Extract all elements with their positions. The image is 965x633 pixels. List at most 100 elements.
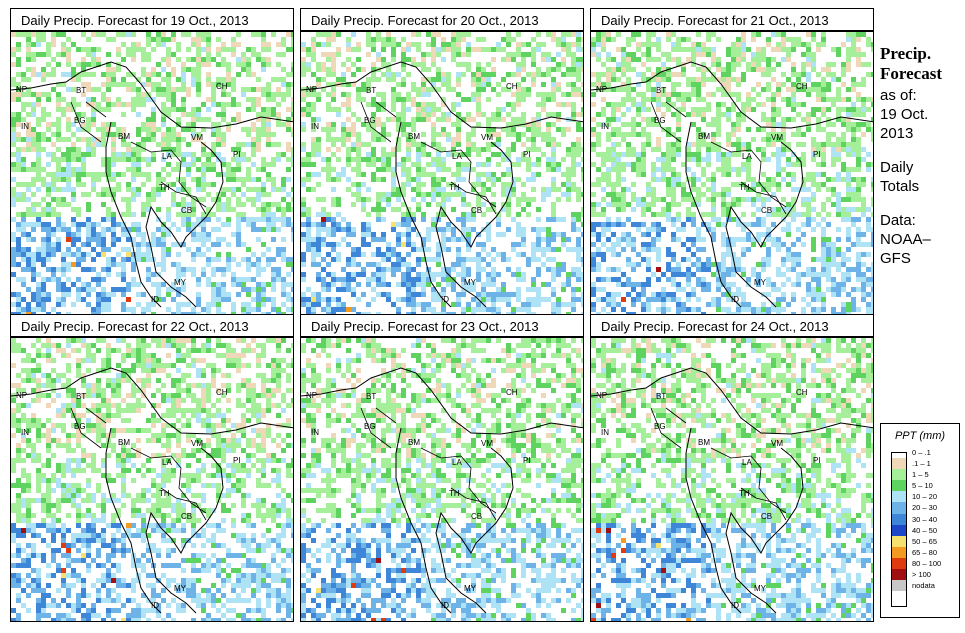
precip-cell <box>291 132 293 137</box>
precip-cell <box>211 302 216 307</box>
precip-cell <box>656 257 661 262</box>
precip-cell <box>686 177 691 182</box>
precip-cell <box>731 107 736 112</box>
precip-cell <box>661 67 666 72</box>
precip-cell <box>211 282 216 287</box>
precip-cell <box>606 72 611 77</box>
precip-cell <box>421 277 426 282</box>
precip-cell <box>626 132 631 137</box>
precip-cell <box>66 107 71 112</box>
precip-cell <box>326 297 331 302</box>
precip-cell <box>666 32 671 37</box>
precip-cell <box>616 267 621 272</box>
precip-cell <box>846 217 851 222</box>
precip-cell <box>466 257 471 262</box>
precip-cell <box>821 232 826 237</box>
precip-cell <box>136 172 141 177</box>
precip-cell <box>36 212 41 217</box>
precip-cell <box>811 157 816 162</box>
precip-cell <box>271 287 276 292</box>
precip-cell <box>241 67 246 72</box>
precip-cell <box>266 87 271 92</box>
precip-cell <box>741 42 746 47</box>
precip-cell <box>421 167 426 172</box>
precip-cell <box>201 232 206 237</box>
precip-cell <box>451 207 456 212</box>
precip-cell <box>651 172 656 177</box>
precip-cell <box>776 267 781 272</box>
precip-cell <box>281 42 286 47</box>
precip-cell <box>486 97 491 102</box>
precip-cell <box>136 292 141 297</box>
precip-cell <box>621 247 626 252</box>
precip-cell <box>701 107 706 112</box>
precip-cell <box>131 87 136 92</box>
precip-cell <box>281 182 286 187</box>
precip-cell <box>741 102 746 107</box>
precip-cell <box>511 162 516 167</box>
precip-cell <box>466 132 471 137</box>
precip-cell <box>71 107 76 112</box>
precip-cell <box>746 197 751 202</box>
precip-cell <box>436 157 441 162</box>
precip-cell <box>181 102 186 107</box>
precip-cell <box>536 267 541 272</box>
precip-cell <box>136 132 141 137</box>
precip-cell <box>816 122 821 127</box>
precip-cell <box>501 252 506 257</box>
precip-cell <box>66 227 71 232</box>
precip-cell <box>271 32 276 37</box>
precip-cell <box>431 62 436 67</box>
precip-cell <box>106 192 111 197</box>
precip-cell <box>466 267 471 272</box>
precip-cell <box>311 262 316 267</box>
precip-cell <box>266 127 271 132</box>
precip-cell <box>226 102 231 107</box>
precip-cell <box>536 297 541 302</box>
precip-cell <box>841 257 846 262</box>
precip-cell <box>621 197 626 202</box>
precip-cell <box>571 92 576 97</box>
precip-cell <box>731 42 736 47</box>
precip-cell <box>431 142 436 147</box>
precip-cell <box>471 257 476 262</box>
precip-cell <box>276 87 281 92</box>
precip-cell <box>321 287 326 292</box>
precip-cell <box>16 192 21 197</box>
precip-cell <box>776 87 781 92</box>
precip-cell <box>161 122 166 127</box>
precip-cell <box>226 257 231 262</box>
precip-cell <box>276 122 281 127</box>
precip-cell <box>541 97 546 102</box>
precip-cell <box>216 77 221 82</box>
precip-cell <box>591 162 596 167</box>
precip-cell <box>181 187 186 192</box>
precip-cell <box>41 227 46 232</box>
precip-cell <box>611 267 616 272</box>
precip-cell <box>406 182 411 187</box>
precip-cell <box>101 297 106 302</box>
precip-cell <box>671 272 676 277</box>
precip-cell <box>496 152 501 157</box>
precip-cell <box>446 117 451 122</box>
precip-cell <box>361 157 366 162</box>
precip-cell <box>306 67 311 72</box>
precip-cell <box>801 117 806 122</box>
precip-cell <box>386 72 391 77</box>
precip-cell <box>786 232 791 237</box>
precip-cell <box>21 232 26 237</box>
precip-cell <box>321 242 326 247</box>
precip-cell <box>161 167 166 172</box>
precip-cell <box>266 257 271 262</box>
precip-cell <box>626 52 631 57</box>
precip-cell <box>526 72 531 77</box>
precip-cell <box>531 82 536 87</box>
precip-cell <box>826 247 831 252</box>
precip-cell <box>436 87 441 92</box>
precip-cell <box>346 287 351 292</box>
precip-cell <box>351 127 356 132</box>
precip-cell <box>261 162 266 167</box>
precip-cell <box>286 127 291 132</box>
precip-cell <box>211 147 216 152</box>
precip-cell <box>251 122 256 127</box>
